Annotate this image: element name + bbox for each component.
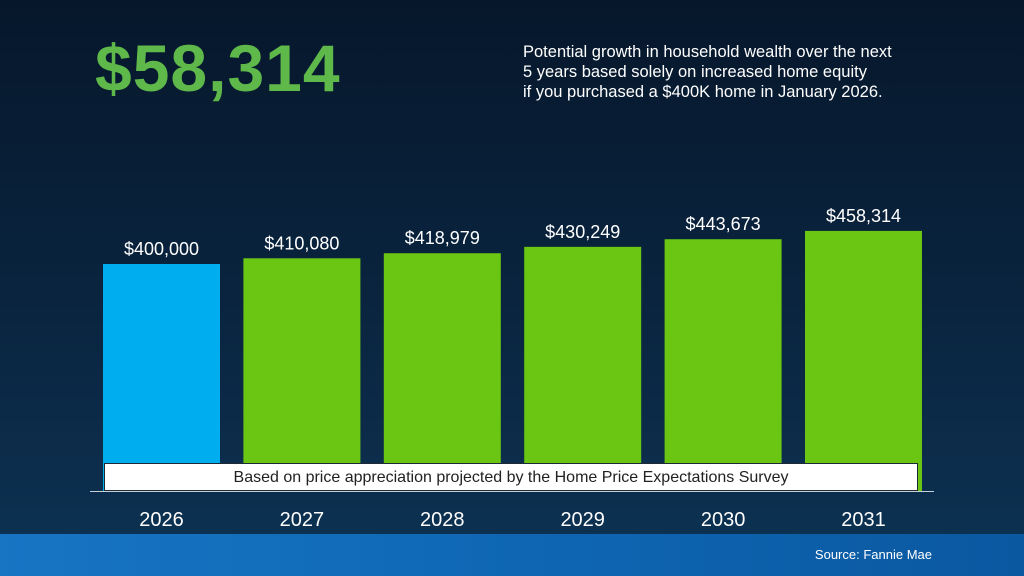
x-tick-2028: 2028	[420, 509, 465, 531]
bar-2030	[664, 239, 782, 491]
data-label-2028: $418,979	[405, 228, 480, 248]
x-tick-2031: 2031	[841, 509, 886, 531]
data-label-2027: $410,080	[264, 233, 339, 253]
bar-2027	[243, 258, 361, 491]
chart-subtitle: Potential growth in household wealth ove…	[523, 42, 943, 102]
footer-bar: Source: Fannie Mae	[0, 534, 1024, 576]
data-label-2029: $430,249	[545, 222, 620, 242]
subtitle-line-3: if you purchased a $400K home in January…	[523, 83, 883, 101]
x-tick-2026: 2026	[139, 509, 184, 531]
source-label: Source: Fannie Mae	[814, 547, 932, 562]
x-tick-2030: 2030	[701, 509, 746, 531]
headline-value: $58,314	[95, 31, 341, 105]
subtitle-line-1: Potential growth in household wealth ove…	[523, 43, 892, 61]
data-label-2031: $458,314	[826, 206, 901, 226]
bar-2031	[805, 230, 922, 491]
x-tick-2029: 2029	[560, 509, 605, 531]
data-label-2030: $443,673	[686, 214, 761, 234]
bar-2026	[103, 264, 220, 491]
subtitle-line-2: 5 years based solely on increased home e…	[523, 63, 867, 81]
bar-chart: $400,000 2026 $410,080 2027 $418,979 2028 $430…	[90, 206, 934, 531]
data-label-2026: $400,000	[124, 239, 199, 259]
x-tick-2027: 2027	[280, 509, 325, 531]
bar-2029	[524, 246, 642, 491]
methodology-note: Based on price appreciation projected by…	[104, 463, 918, 491]
bar-2028	[383, 253, 501, 491]
